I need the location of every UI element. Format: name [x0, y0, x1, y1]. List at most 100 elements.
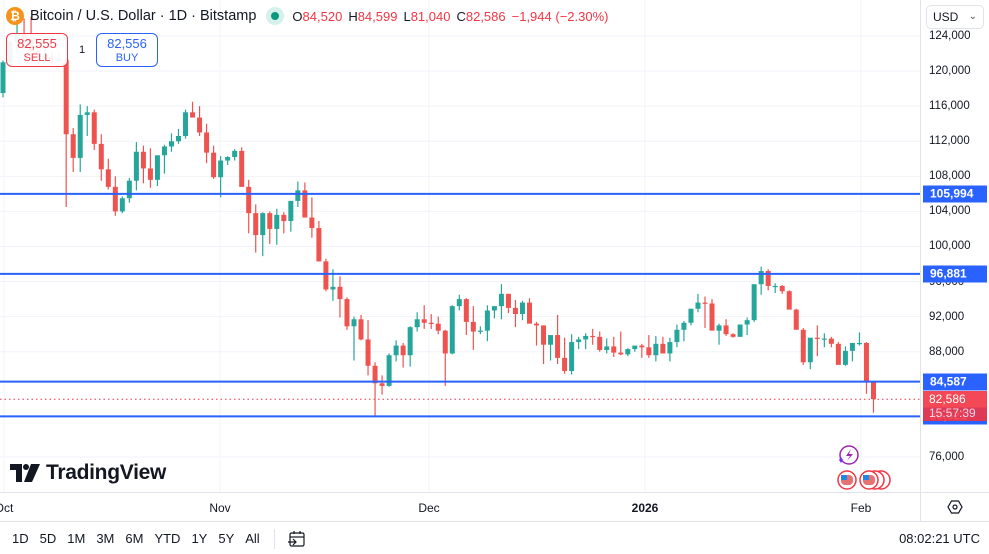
- candle: [828, 336, 834, 348]
- candle: [77, 104, 83, 172]
- candle: [414, 312, 420, 332]
- candlestick-chart[interactable]: [0, 0, 920, 492]
- chart-pane[interactable]: [0, 0, 920, 492]
- candle: [541, 325, 547, 364]
- candle: [140, 145, 146, 184]
- candle: [681, 321, 687, 342]
- level-price-tag[interactable]: 105,994: [923, 185, 987, 203]
- range-button-6m[interactable]: 6M: [125, 531, 144, 546]
- candle: [63, 57, 69, 208]
- range-button-1y[interactable]: 1Y: [191, 531, 208, 546]
- candle: [646, 335, 652, 358]
- candle: [190, 101, 196, 118]
- candle: [126, 178, 132, 203]
- high-label: H: [348, 8, 358, 24]
- candle: [583, 333, 589, 350]
- time-tick-label: Dec: [418, 501, 440, 515]
- events-markers: [833, 444, 895, 497]
- candle: [751, 284, 757, 322]
- candle: [351, 316, 357, 361]
- candle: [702, 296, 708, 329]
- candle: [821, 333, 827, 348]
- clock-utc[interactable]: 08:02:21 UTC: [899, 531, 980, 546]
- level-price-tag[interactable]: 96,881: [923, 265, 987, 283]
- candle: [709, 299, 715, 331]
- candle: [232, 149, 238, 161]
- candle: [372, 362, 378, 417]
- chart-settings-button[interactable]: [920, 492, 989, 522]
- currency-select[interactable]: USD ⌄: [926, 5, 984, 29]
- candle: [449, 305, 455, 355]
- candle: [253, 204, 259, 253]
- candle: [400, 342, 406, 368]
- candle: [421, 305, 427, 329]
- candle: [498, 284, 504, 320]
- market-status-icon[interactable]: [266, 7, 285, 25]
- candle: [302, 182, 308, 218]
- candle: [105, 158, 111, 190]
- level-price-tag[interactable]: 84,587: [923, 373, 987, 391]
- candle: [323, 258, 329, 292]
- settings-hexagon-icon: [947, 500, 963, 514]
- time-tick-label: Feb: [850, 501, 872, 515]
- candle: [316, 221, 322, 262]
- candle: [0, 60, 6, 98]
- low-label: L: [403, 8, 411, 24]
- last-price-tag: 82,586 15:57:39: [923, 391, 987, 422]
- bottom-toolbar: 1D 5D 1M 3M 6M YTD 1Y 5Y All 08:02:21 UTC: [0, 523, 989, 554]
- price-tick-label: 76,000: [929, 450, 965, 463]
- candle: [519, 300, 525, 321]
- range-button-all[interactable]: All: [245, 531, 260, 546]
- candle: [793, 308, 799, 330]
- candle: [569, 334, 575, 375]
- candle: [604, 338, 610, 354]
- candle: [281, 212, 287, 234]
- candle: [576, 336, 582, 350]
- range-button-1d[interactable]: 1D: [12, 531, 29, 546]
- candle: [154, 155, 160, 186]
- time-axis[interactable]: Oct Nov Dec 2026 Feb: [0, 492, 920, 522]
- symbol-legend: ₿ Bitcoin / U.S. Dollar · 1D · Bitstamp …: [6, 7, 614, 25]
- high-value: 84,599: [357, 8, 398, 24]
- candle: [246, 179, 252, 234]
- candle: [765, 269, 771, 291]
- candle: [653, 335, 659, 362]
- candle: [737, 324, 743, 337]
- candle: [548, 335, 554, 361]
- tradingview-logo-text: TradingView: [46, 461, 167, 484]
- candle: [84, 106, 90, 136]
- range-button-5d[interactable]: 5D: [39, 531, 57, 546]
- lightning-event-icon: [839, 445, 859, 465]
- price-axis[interactable]: 124,000 120,000 116,000 112,000 108,000 104,0…: [920, 0, 989, 492]
- candle: [309, 197, 315, 238]
- candle: [161, 144, 167, 174]
- candle: [379, 375, 385, 395]
- sell-button[interactable]: 82,555 SELL: [6, 33, 68, 67]
- chevron-down-icon: ⌄: [968, 11, 977, 22]
- candle: [435, 316, 441, 335]
- toolbar-divider: [273, 528, 275, 549]
- range-button-5y[interactable]: 5Y: [218, 531, 235, 546]
- candle: [527, 298, 532, 324]
- candle: [505, 293, 511, 314]
- candle: [183, 109, 189, 139]
- range-button-3m[interactable]: 3M: [96, 531, 115, 546]
- buy-price: 82,556: [107, 36, 147, 51]
- candle: [98, 134, 104, 181]
- candle: [442, 329, 448, 386]
- candle: [393, 340, 399, 362]
- buy-button[interactable]: 82,556 BUY: [96, 33, 158, 67]
- spread-value: 1: [78, 44, 86, 56]
- symbol-title[interactable]: Bitcoin / U.S. Dollar · 1D · Bitstamp: [30, 8, 257, 24]
- candle: [484, 305, 490, 342]
- go-to-date-icon[interactable]: [287, 529, 307, 549]
- change-value: −1,944 (−2.30%): [511, 8, 609, 24]
- range-button-1m[interactable]: 1M: [67, 531, 86, 546]
- bitcoin-icon: ₿: [6, 7, 24, 25]
- tradingview-logo[interactable]: TradingView: [10, 461, 166, 485]
- price-tick-label: 88,000: [929, 345, 965, 358]
- candle: [625, 348, 631, 357]
- range-button-ytd[interactable]: YTD: [154, 531, 181, 546]
- candle: [611, 336, 617, 357]
- events-icons[interactable]: [833, 444, 895, 492]
